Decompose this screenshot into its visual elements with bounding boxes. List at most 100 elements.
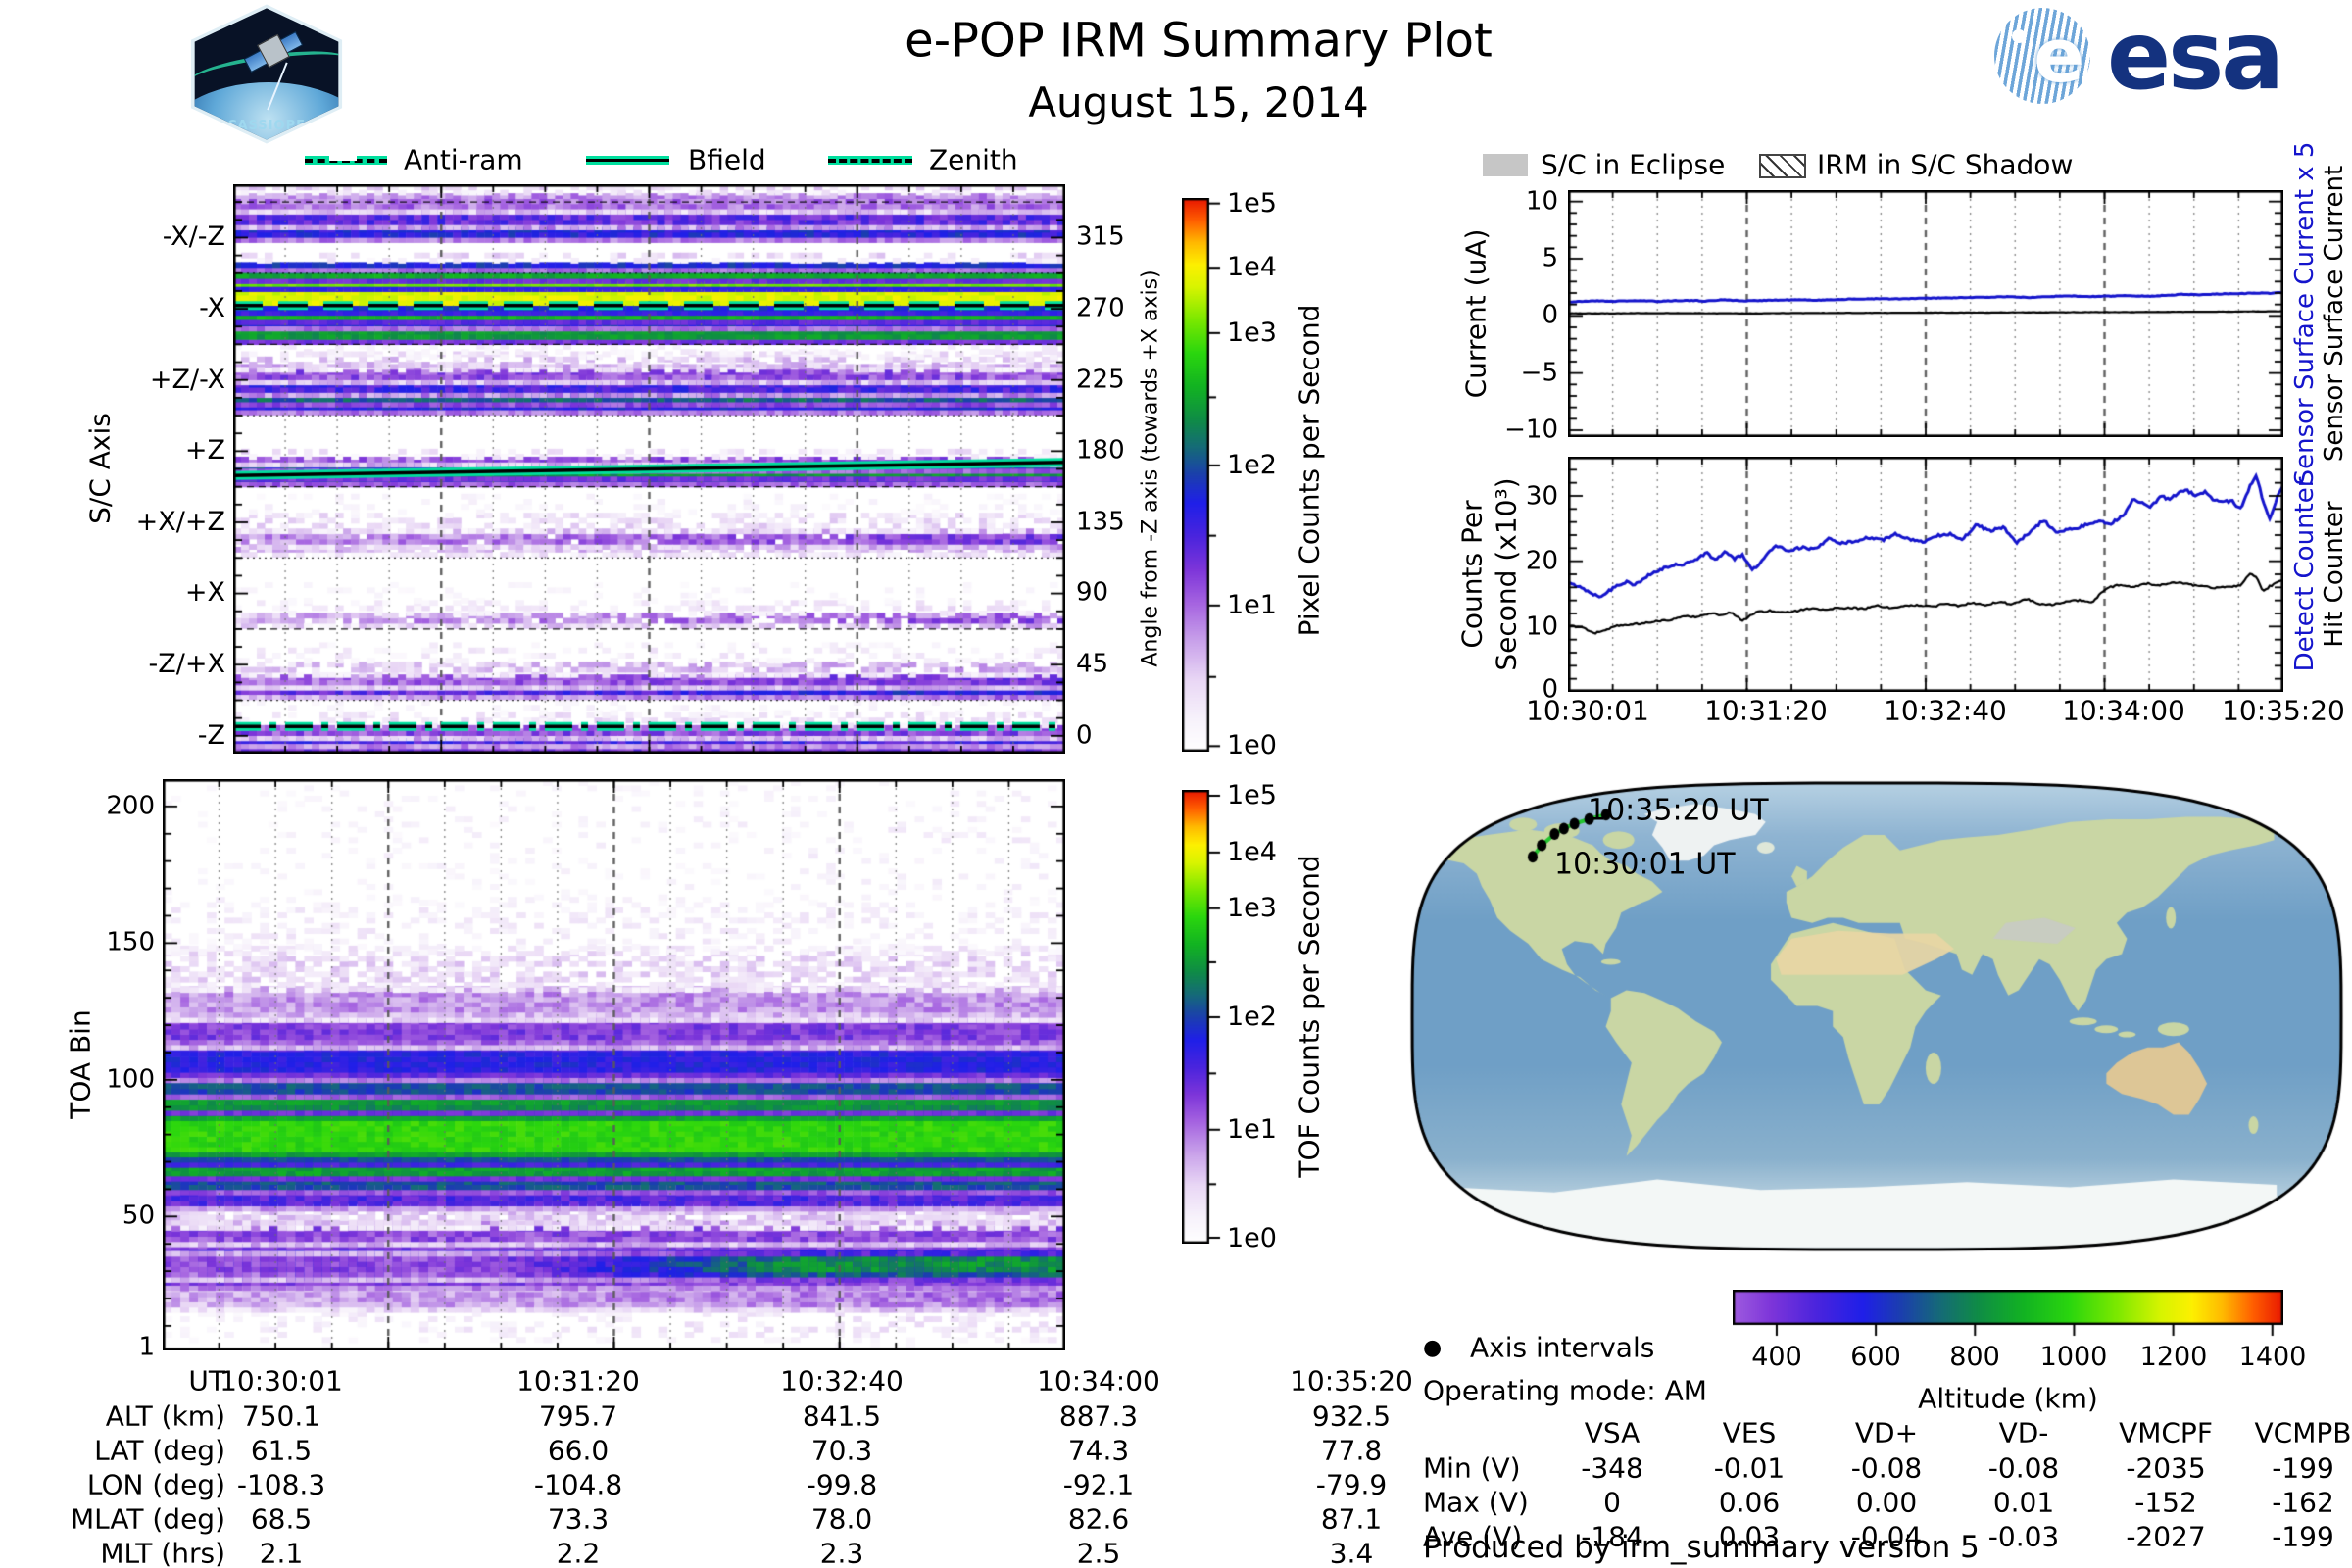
ut-cell: 87.1 (1320, 1502, 1383, 1536)
vt-cell: -0.08 (1987, 1451, 2060, 1485)
ut-cell: 73.3 (547, 1502, 610, 1536)
tof-colorbar-canvas (1182, 790, 1223, 1244)
sensor-current-x5-label: Sensor Surface Current x 5 (2290, 141, 2320, 486)
cb2-tick: 1e5 (1227, 780, 1277, 811)
detect-counter-label: Detect Counter (2290, 476, 2320, 672)
toa-ylabel: TOA Bin (64, 1009, 97, 1119)
cur-tick: 0 (1542, 300, 1558, 330)
ut-cell: 10:34:00 (1037, 1364, 1160, 1397)
time-label: 10:30:01 (1526, 694, 1649, 727)
ut-cell: 10:35:20 (1290, 1364, 1413, 1397)
sector-label: +X (184, 577, 225, 609)
time-label: 10:35:20 (2222, 694, 2345, 727)
cnt-tick: 30 (1525, 481, 1558, 512)
vt-cell: -2035 (2126, 1451, 2206, 1485)
ut-table-row-label: MLAT (deg) (70, 1502, 225, 1536)
ut-table-row-label: LON (deg) (86, 1468, 225, 1501)
vt-cell: -152 (2134, 1486, 2197, 1519)
angle-tick: 270 (1076, 293, 1125, 323)
toa-tick: 1 (138, 1332, 155, 1362)
sensor-current-label: Sensor Surface Current (2320, 165, 2349, 463)
zenith-legend-label: Zenith (929, 143, 1018, 176)
ut-cell: 2.3 (819, 1537, 864, 1568)
esa-wordmark: esa (2107, 1, 2284, 112)
ut-table-row-label: ALT (km) (105, 1399, 225, 1433)
sector-label: -X/-Z (162, 221, 225, 253)
vt-row-label: Min (V) (1423, 1451, 1521, 1485)
sector-label: +Z/-X (149, 365, 225, 396)
sector-label: -Z/+X (148, 649, 225, 680)
vt-col: VD+ (1854, 1416, 1919, 1449)
current-plot-canvas (1568, 190, 2283, 437)
angle-axis-label: Angle from -Z axis (towards +X axis) (1138, 270, 1163, 667)
cnt-tick: 10 (1525, 612, 1558, 642)
pixel-colorbar-label: Pixel Counts per Second (1293, 304, 1326, 637)
toa-tick: 50 (122, 1200, 155, 1231)
operating-mode: Operating mode: AM (1423, 1374, 1707, 1407)
time-label: 10:32:40 (1884, 694, 2007, 727)
angle-tick: 45 (1076, 649, 1109, 679)
ut-table-row-label: MLT (hrs) (100, 1537, 225, 1568)
ut-cell: -104.8 (533, 1468, 623, 1501)
ut-cell: 61.5 (250, 1434, 313, 1467)
vt-cell: -0.03 (1987, 1520, 2060, 1553)
antiram-legend-label: Anti-ram (404, 143, 523, 176)
angle-tick: 90 (1076, 577, 1109, 608)
eclipse-swatch-icon (1483, 154, 1528, 176)
shadow-swatch-icon (1759, 154, 1806, 178)
ut-cell: 932.5 (1311, 1399, 1392, 1433)
ut-cell: 3.4 (1329, 1537, 1374, 1568)
footer-text: Produced by irm_summary version 5 (1423, 1529, 1980, 1565)
sector-label: -X (199, 293, 225, 324)
cb1-tick: 1e0 (1227, 730, 1277, 761)
tof-colorbar-label: TOF Counts per Second (1293, 855, 1326, 1178)
ut-cell: 2.5 (1076, 1537, 1121, 1568)
cnt-tick: 0 (1542, 674, 1558, 705)
angle-tick: 135 (1076, 507, 1125, 537)
vt-cell: -0.01 (1713, 1451, 1786, 1485)
vt-row-label: Max (V) (1423, 1486, 1529, 1519)
vt-row-label: Ave (V) (1423, 1520, 1523, 1553)
ut-cell: -99.8 (806, 1468, 878, 1501)
vt-cell: 0.03 (1718, 1520, 1781, 1553)
ut-cell: 2.2 (556, 1537, 601, 1568)
cb1-tick: 1e2 (1227, 450, 1277, 481)
vt-cell: -348 (1581, 1451, 1643, 1485)
ut-cell: 2.1 (259, 1537, 304, 1568)
ut-cell: 841.5 (802, 1399, 882, 1433)
cb2-tick: 1e4 (1227, 837, 1277, 868)
toa-spectrogram-canvas (163, 779, 1065, 1350)
sector-label: -Z (197, 720, 225, 752)
alt-tick: 1000 (2039, 1342, 2108, 1373)
ut-cell: 68.5 (250, 1502, 313, 1536)
vt-cell: -162 (2272, 1486, 2334, 1519)
angle-tick: 315 (1076, 221, 1125, 252)
toa-tick: 100 (106, 1064, 155, 1095)
track-start-label: 10:30:01 UT (1554, 847, 1736, 882)
cb1-tick: 1e4 (1227, 252, 1277, 283)
eclipse-legend-label: S/C in Eclipse (1541, 148, 1726, 181)
angle-tick: 0 (1076, 720, 1093, 751)
ut-cell: 10:32:40 (780, 1364, 904, 1397)
sc-axis-spectrogram-canvas (233, 184, 1065, 754)
ut-cell: -92.1 (1062, 1468, 1135, 1501)
track-end-label: 10:35:20 UT (1588, 793, 1769, 828)
altitude-colorbar-canvas (1733, 1290, 2283, 1341)
esa-logo: e esa (1994, 1, 2328, 112)
sector-label: +Z (184, 435, 225, 466)
ut-table-row-label: UT (188, 1364, 225, 1397)
vt-cell: -0.04 (1850, 1520, 1923, 1553)
hit-counter-label: Hit Counter (2320, 501, 2349, 648)
vt-col: VCMPB (2254, 1416, 2352, 1449)
vt-cell: -199 (2272, 1451, 2334, 1485)
vt-cell: 0.00 (1855, 1486, 1918, 1519)
ut-cell: 74.3 (1067, 1434, 1130, 1467)
ut-cell: 795.7 (538, 1399, 618, 1433)
cb2-tick: 1e2 (1227, 1002, 1277, 1033)
angle-tick: 180 (1076, 435, 1125, 466)
world-map-canvas (1408, 779, 2345, 1253)
alt-tick: 400 (1751, 1342, 1802, 1373)
vt-cell: -184 (1581, 1520, 1643, 1553)
cb2-tick: 1e3 (1227, 893, 1277, 924)
